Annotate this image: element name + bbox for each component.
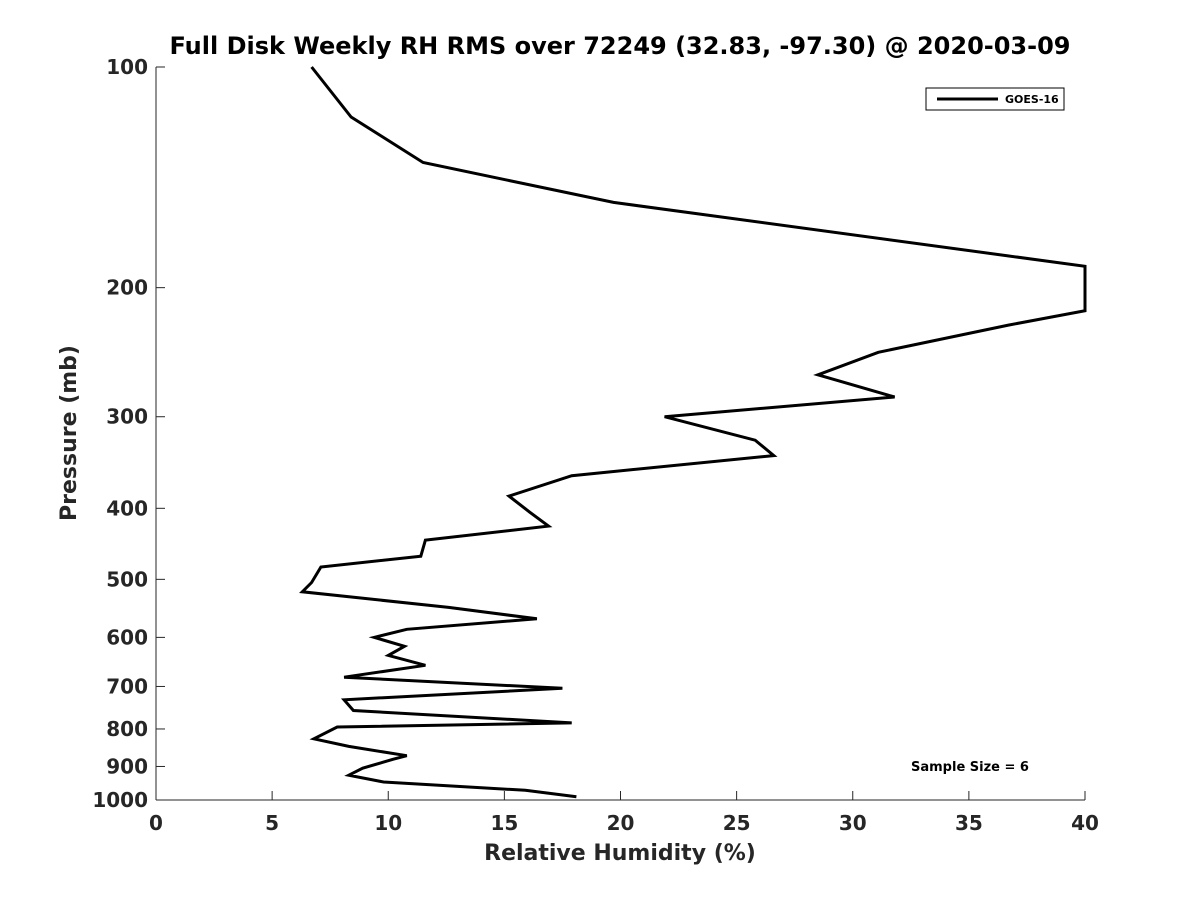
x-axis-label: Relative Humidity (%) — [484, 841, 756, 866]
series-line-goes-16 — [299, 66, 1087, 799]
y-tick-label: 600 — [106, 625, 148, 649]
x-tick-label: 15 — [490, 811, 518, 835]
x-tick-label: 10 — [374, 811, 402, 835]
x-tick-label: 0 — [149, 811, 163, 835]
y-tick-label: 700 — [106, 674, 148, 698]
y-tick-label: 800 — [106, 717, 148, 741]
plot-area — [156, 67, 1085, 800]
y-tick-label: 200 — [106, 276, 148, 300]
y-tick-label: 100 — [106, 55, 148, 79]
x-tick-label: 35 — [955, 811, 983, 835]
x-tick-label: 40 — [1071, 811, 1099, 835]
series-layer — [299, 66, 1087, 799]
legend: GOES-16 — [925, 87, 1065, 111]
y-axis-ticks: 100 200 300 400 500 600 700 800 900 1000 — [92, 55, 165, 812]
x-tick-label: 20 — [607, 811, 635, 835]
x-tick-label: 25 — [723, 811, 751, 835]
x-tick-label: 30 — [839, 811, 867, 835]
x-axis-ticks: 0 5 10 15 20 25 30 35 40 — [149, 791, 1099, 835]
sample-size-annotation: Sample Size = 6 — [911, 760, 1029, 775]
y-tick-label: 900 — [106, 754, 148, 778]
legend-label-goes-16: GOES-16 — [1005, 93, 1059, 106]
y-axis-label: Pressure (mb) — [57, 345, 82, 521]
y-tick-label: 1000 — [92, 788, 148, 812]
y-tick-label: 500 — [106, 567, 148, 591]
x-tick-label: 5 — [265, 811, 279, 835]
y-tick-label: 300 — [106, 405, 148, 429]
y-tick-label: 400 — [106, 496, 148, 520]
chart-title: Full Disk Weekly RH RMS over 72249 (32.8… — [169, 32, 1070, 60]
